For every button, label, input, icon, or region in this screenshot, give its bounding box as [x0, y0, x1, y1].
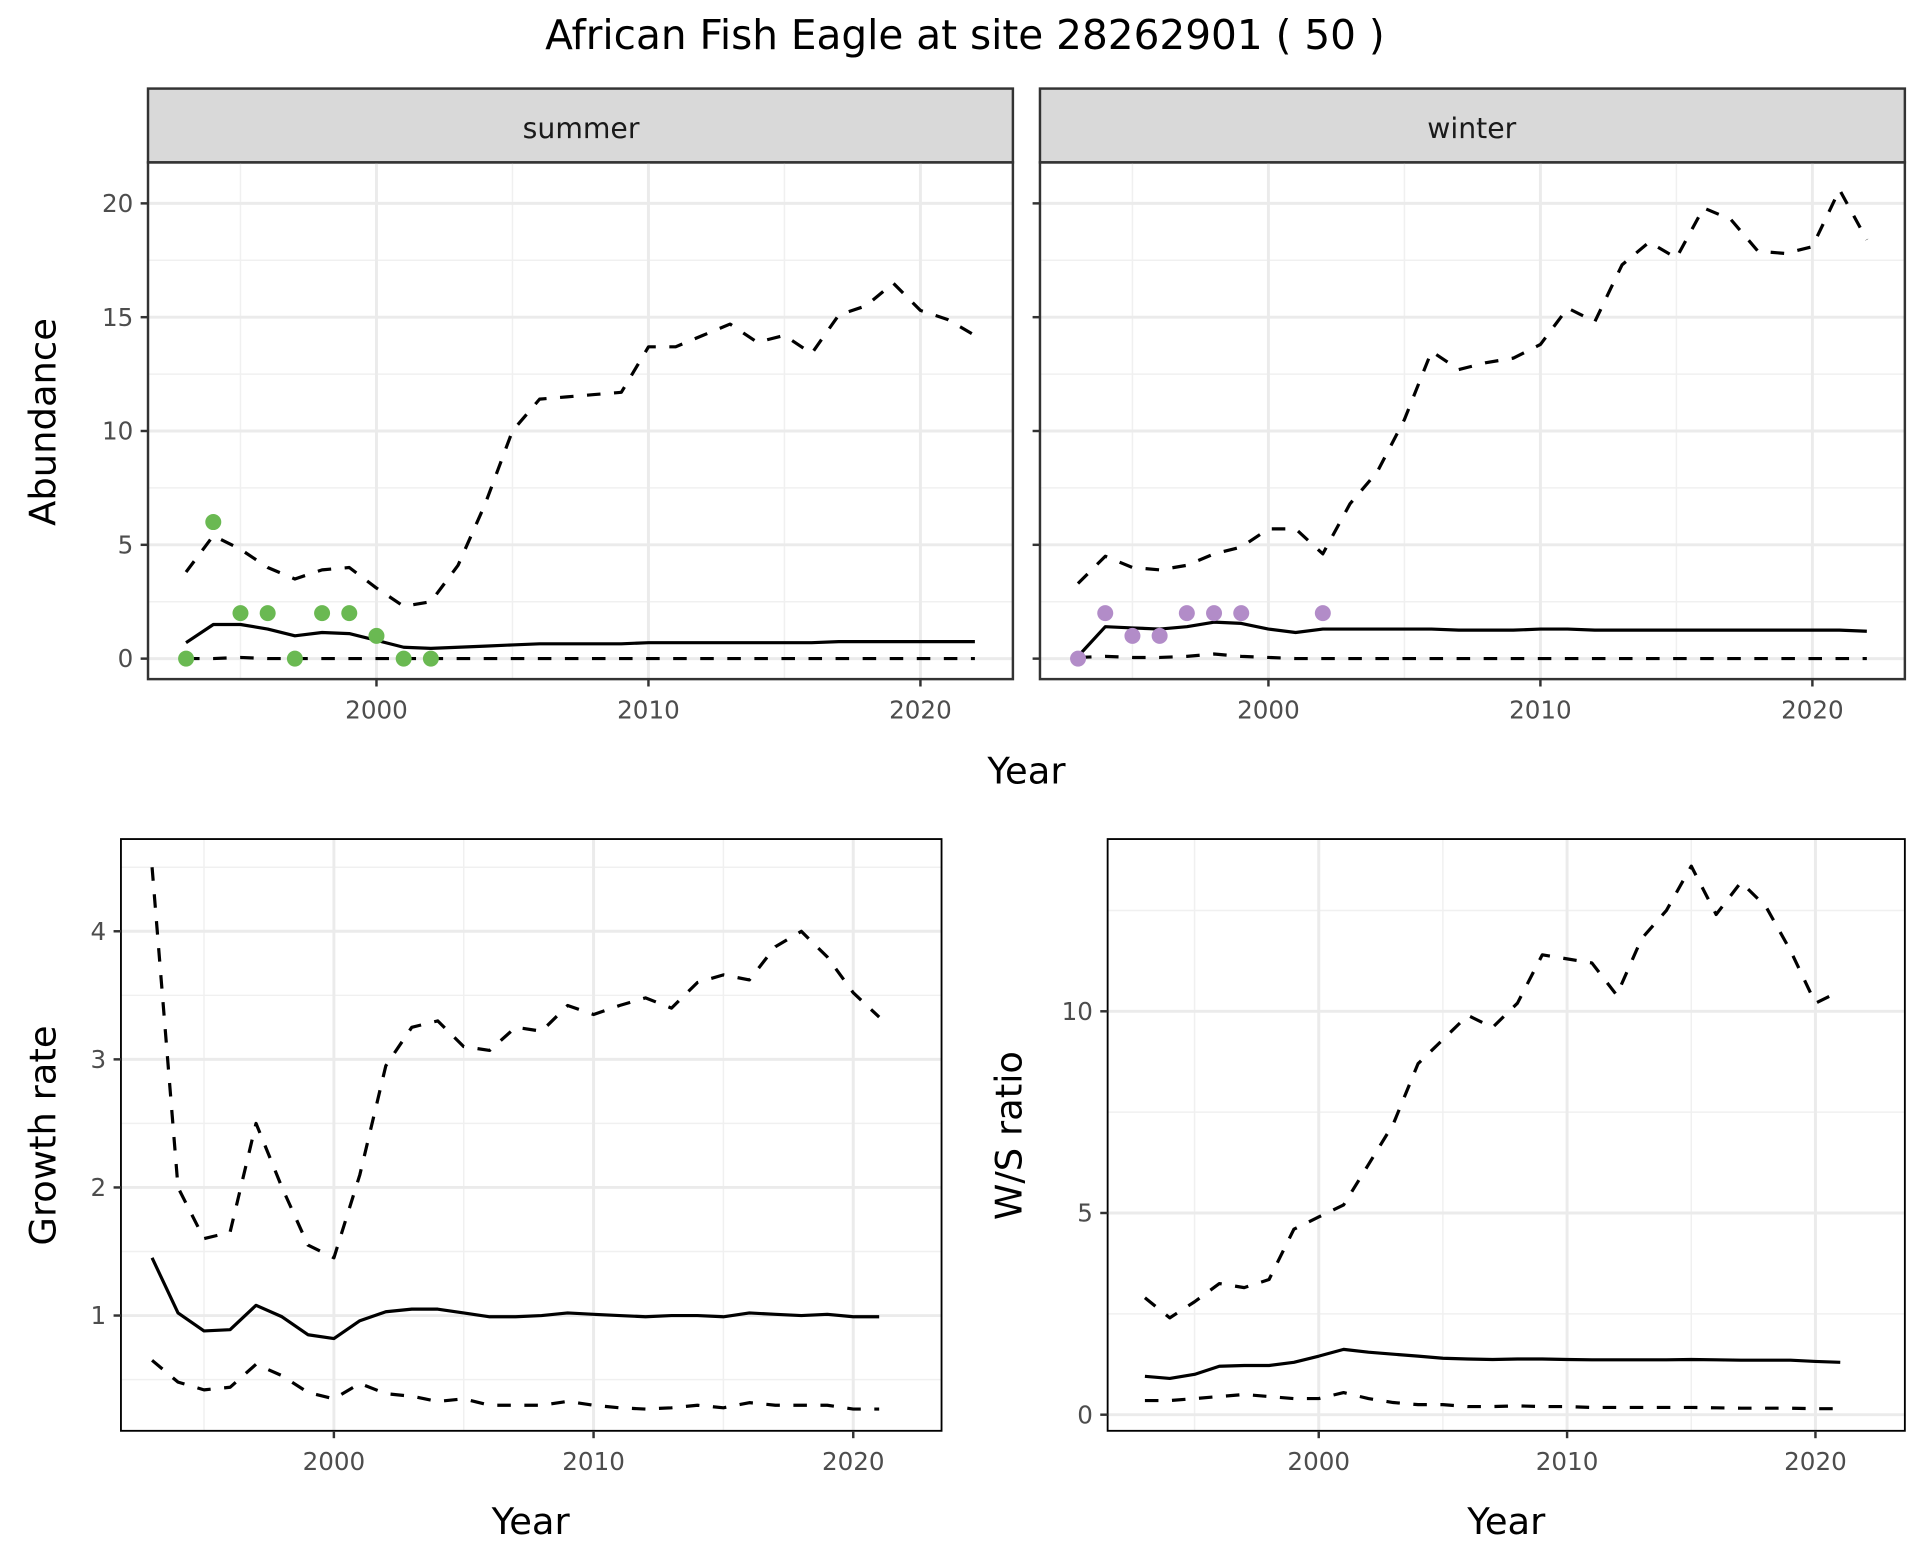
plot-background	[120, 839, 942, 1431]
data-point	[1151, 627, 1168, 644]
data-point	[1233, 605, 1250, 622]
x-tick-label: 2000	[303, 1447, 366, 1476]
data-point	[1206, 605, 1223, 622]
x-tick-label: 2010	[1509, 695, 1572, 724]
data-point	[1124, 627, 1141, 644]
x-tick-label: 2010	[562, 1447, 625, 1476]
series-line-mean	[185, 622, 975, 650]
y-tick-label: 15	[102, 303, 133, 332]
panel-border	[146, 161, 1015, 681]
plot-background	[1107, 839, 1905, 1431]
y-tick-label: 5	[1077, 1199, 1093, 1228]
x-axis-title-growth: Year	[491, 1500, 571, 1543]
y-tick-label: 0	[1077, 1400, 1093, 1429]
x-tick-label: 2010	[1536, 1447, 1599, 1476]
x-tick-label: 2020	[1781, 695, 1844, 724]
data-point	[205, 514, 222, 531]
x-tick-label: 2020	[889, 695, 952, 724]
data-point	[368, 627, 385, 644]
y-axis-title-growth: Growth rate	[22, 1025, 65, 1245]
panel-summer: 2000 2010 2020 0 5 10 15 20	[102, 87, 1015, 724]
panel-growth: 2000 2010 2020 1 2 3 4	[91, 838, 943, 1476]
series-line-mean	[1076, 620, 1867, 658]
chart-title: African Fish Eagle at site 28262901 ( 50…	[545, 11, 1385, 59]
data-point	[178, 650, 195, 667]
series-line-lower	[1144, 1390, 1841, 1411]
panel-border	[1038, 161, 1907, 681]
strip-label-summer: summer	[523, 112, 640, 145]
panel-border	[1106, 838, 1906, 1432]
x-tick-label: 2020	[822, 1447, 885, 1476]
series-line-lower	[1077, 652, 1867, 661]
y-tick-label: 0	[118, 644, 134, 673]
series-line-lower	[186, 655, 975, 661]
series-line-upper	[1076, 188, 1869, 585]
y-tick-label: 5	[118, 530, 134, 559]
y-tick-label: 3	[91, 1045, 107, 1074]
panel-border	[120, 838, 943, 1432]
strip-label-winter: winter	[1427, 112, 1516, 145]
y-axis-title-ratio: W/S ratio	[988, 1051, 1031, 1220]
data-point	[314, 605, 331, 622]
data-point	[232, 605, 249, 622]
series-line-lower	[151, 1359, 880, 1411]
series-line-mean	[150, 1257, 880, 1341]
plot-background	[148, 162, 1013, 680]
data-point	[1070, 650, 1087, 667]
data-point	[1097, 605, 1114, 622]
data-point	[1314, 605, 1331, 622]
x-axis-title-top: Year	[986, 750, 1066, 793]
y-tick-label: 10	[1062, 997, 1093, 1026]
y-tick-label: 2	[91, 1173, 107, 1202]
x-tick-label: 2000	[345, 695, 408, 724]
data-point	[259, 605, 276, 622]
series-line-mean	[1144, 1347, 1841, 1381]
facet-strip	[146, 87, 1015, 164]
data-point	[341, 605, 358, 622]
x-axis-title-ratio: Year	[1466, 1500, 1546, 1543]
y-tick-label: 4	[91, 917, 107, 946]
data-point	[395, 650, 412, 667]
data-point	[1178, 605, 1195, 622]
data-point	[286, 650, 303, 667]
y-tick-label: 1	[91, 1301, 107, 1330]
x-tick-label: 2020	[1784, 1447, 1847, 1476]
panel-ratio: 2000 2010 2020 0 5 10	[1062, 838, 1906, 1476]
y-tick-label: 20	[102, 189, 133, 218]
y-axis-title-top: Abundance	[22, 318, 65, 526]
facet-strip	[1038, 87, 1907, 164]
data-point	[422, 650, 439, 667]
x-tick-label: 2000	[1287, 1447, 1350, 1476]
x-tick-label: 2010	[617, 695, 680, 724]
y-tick-label: 10	[102, 417, 133, 446]
panel-winter: 2000 2010 2020	[1032, 87, 1907, 724]
plot-background	[1039, 162, 1905, 680]
x-tick-label: 2000	[1237, 695, 1300, 724]
